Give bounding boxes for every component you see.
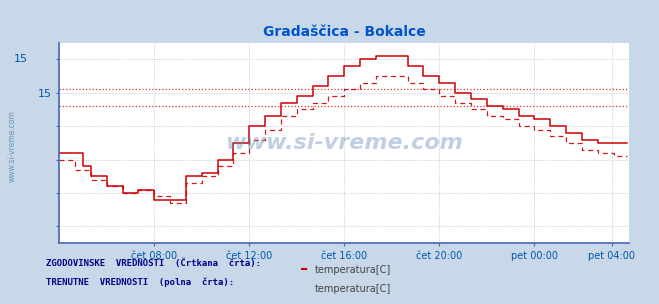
Text: 15: 15 — [14, 54, 28, 64]
Text: TRENUTNE  VREDNOSTI  (polna  črta):: TRENUTNE VREDNOSTI (polna črta): — [46, 278, 234, 287]
Text: www.si-vreme.com: www.si-vreme.com — [225, 133, 463, 153]
Text: temperatura[C]: temperatura[C] — [315, 284, 391, 294]
Text: ZGODOVINSKE  VREDNOSTI  (Črtkana  črta):: ZGODOVINSKE VREDNOSTI (Črtkana črta): — [46, 258, 261, 268]
Text: temperatura[C]: temperatura[C] — [315, 265, 391, 275]
Text: www.si-vreme.com: www.si-vreme.com — [8, 110, 17, 182]
Title: Gradaščica - Bokalce: Gradaščica - Bokalce — [263, 25, 426, 39]
